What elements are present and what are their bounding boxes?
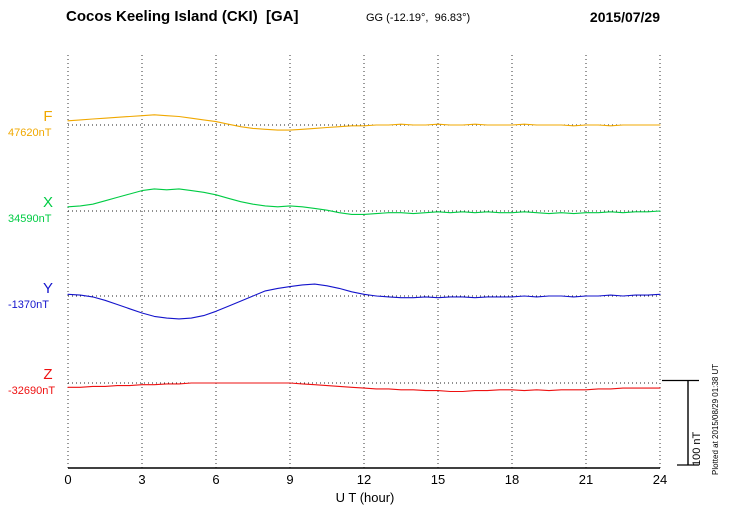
baseline-value-f: 47620nT (8, 127, 52, 139)
component-letter-f: F (43, 108, 53, 125)
scale-bar-label: 100 nT (691, 431, 703, 466)
component-letter-x: X (42, 194, 53, 211)
x-tick-0: 0 (64, 472, 72, 487)
x-tick-18: 18 (504, 472, 520, 487)
component-letter-y: Y (42, 280, 53, 297)
plot-date: 2015/07/29 (589, 9, 660, 25)
x-tick-15: 15 (430, 472, 446, 487)
trace-X (67, 188, 661, 215)
baseline-value-y: -1370nT (8, 299, 49, 311)
x-axis-title: U T (hour) (335, 490, 395, 505)
trace-Z (67, 382, 661, 393)
trace-F (67, 114, 661, 131)
x-tick-12: 12 (356, 472, 372, 487)
plotted-at-note: Plotted at 2015/08/29 01:38 UT (711, 363, 720, 475)
geo-coordinates: GG (-12.19°, 96.83°) (366, 12, 471, 24)
baseline-value-z: -32690nT (8, 385, 56, 397)
x-tick-3: 3 (138, 472, 146, 487)
x-tick-6: 6 (212, 472, 220, 487)
component-letter-z: Z (43, 366, 53, 383)
trace-Y (67, 283, 661, 320)
x-tick-9: 9 (286, 472, 294, 487)
x-tick-21: 21 (578, 472, 594, 487)
baseline-value-x: 34590nT (8, 213, 52, 225)
x-tick-24: 24 (652, 472, 668, 487)
station-title: Cocos Keeling Island (CKI) [GA] (66, 8, 299, 25)
